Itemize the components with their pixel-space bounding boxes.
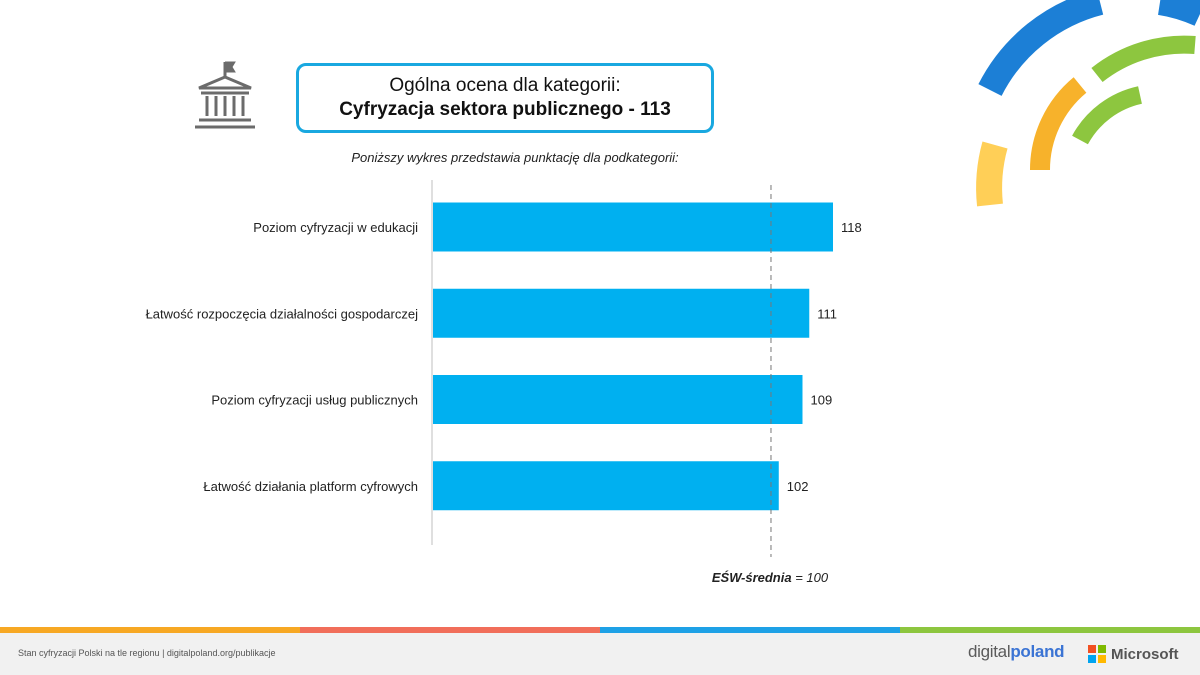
data-label: 102 [787,479,809,494]
footer-stripe-blue [600,627,900,633]
logo-poland: poland [1010,642,1065,661]
average-label: EŚW-średnia [711,570,792,585]
data-label: 109 [810,393,832,408]
category-label: Łatwość rozpoczęcia działalności gospoda… [146,306,419,321]
microsoft-logo: Microsoft [1088,645,1179,663]
footer-text: Stan cyfryzacji Polski na tle regionu | … [18,648,276,658]
microsoft-logo-icon [1088,645,1106,663]
category-label: Łatwość działania platform cyfrowych [203,479,418,494]
title-line-1: Ogólna ocena dla kategorii: [389,75,621,96]
bar-chart: Poziom cyfryzacji w edukacji 118 Łatwość r… [146,180,862,557]
title-line-2: Cyfryzacja sektora publicznego - 113 [339,99,671,120]
footer-stripe-green [900,627,1200,633]
average-value: = 100 [795,570,829,585]
footer: Stan cyfryzacji Polski na tle regionu | … [0,633,1200,675]
government-building-icon [195,61,255,129]
footer-stripe-red [300,627,600,633]
microsoft-logo-text: Microsoft [1111,645,1179,663]
category-label: Poziom cyfryzacji usług publicznych [211,393,418,408]
logo-digital: digital [968,642,1011,661]
digitalpoland-logo: digitalpoland [968,642,1065,662]
average-note: EŚW-średnia = 100 [690,570,850,585]
category-title-box: Ogólna ocena dla kategorii: Cyfryzacja s… [296,63,714,133]
data-label: 111 [817,306,837,321]
category-label: Poziom cyfryzacji w edukacji [253,220,418,235]
chart-subtitle: Poniższy wykres przedstawia punktację dl… [351,150,679,165]
data-label: 118 [841,220,862,235]
bar [433,288,810,338]
bar [433,461,779,511]
footer-stripe-orange [0,627,300,633]
bar [433,375,803,424]
bar [433,202,833,252]
decorative-arcs-icon [976,0,1200,207]
